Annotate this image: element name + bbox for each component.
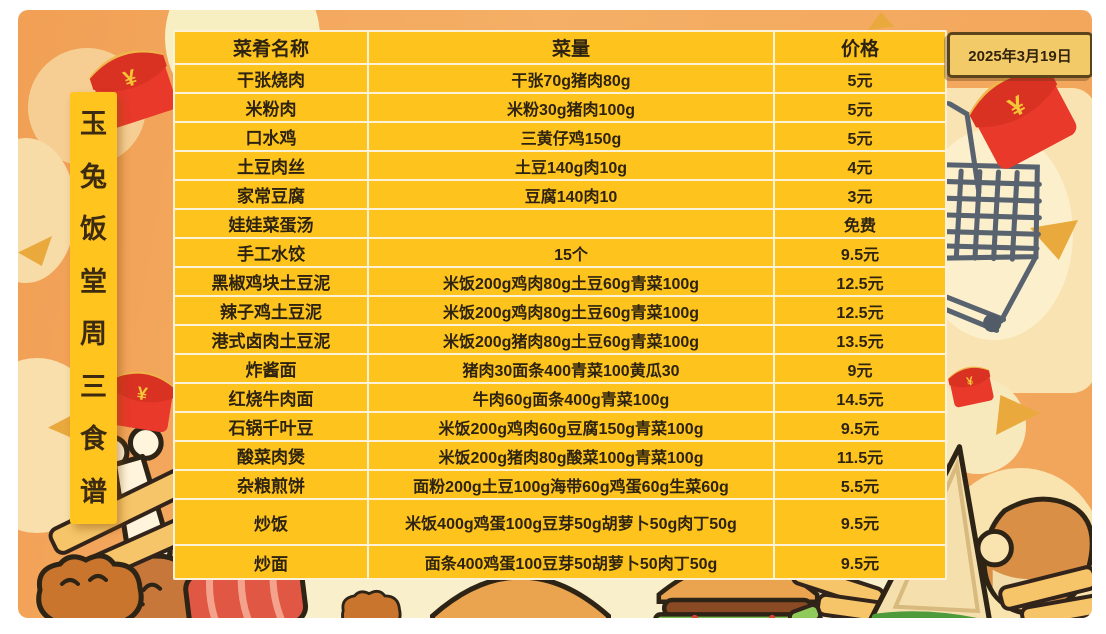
fried-chicken-icon (36, 553, 144, 618)
dish-price: 9.5元 (775, 500, 945, 544)
dish-portion: 猪肉30面条400青菜100黄瓜30 (369, 355, 773, 382)
dish-portion: 15个 (369, 239, 773, 266)
dish-name: 炒面 (175, 546, 367, 578)
dish-name: 土豆肉丝 (175, 152, 367, 179)
dish-name: 石锅千叶豆 (175, 413, 367, 440)
dish-portion: 豆腐140肉10 (369, 181, 773, 208)
column-header-name: 菜肴名称 (175, 32, 367, 63)
menu-table: 菜肴名称 菜量 价格 干张烧肉 干张70g猪肉80g 5元 米粉肉 米粉30g猪… (173, 30, 947, 580)
vertical-title-banner: 玉兔饭堂周三食谱 (70, 92, 117, 524)
dish-portion: 米饭200g鸡肉60g豆腐150g青菜100g (369, 413, 773, 440)
poster-canvas: ¥ (18, 10, 1092, 618)
dish-name: 口水鸡 (175, 123, 367, 150)
dish-price: 免费 (775, 210, 945, 237)
dish-portion: 米饭200g猪肉80g酸菜100g青菜100g (369, 442, 773, 469)
dish-price: 12.5元 (775, 268, 945, 295)
dish-portion: 牛肉60g面条400g青菜100g (369, 384, 773, 411)
vertical-title-text: 玉兔饭堂周三食谱 (80, 109, 107, 507)
dish-portion: 三黄仔鸡150g (369, 123, 773, 150)
dish-price: 14.5元 (775, 384, 945, 411)
dish-portion (369, 210, 773, 237)
date-text: 2025年3月19日 (968, 47, 1072, 65)
dish-portion: 米饭200g鸡肉80g土豆60g青菜100g (369, 268, 773, 295)
gold-triangle-icon (868, 12, 894, 30)
dish-price: 5元 (775, 94, 945, 121)
dish-name: 干张烧肉 (175, 65, 367, 92)
column-header-portion: 菜量 (369, 32, 773, 63)
dish-name: 米粉肉 (175, 94, 367, 121)
dish-price: 4元 (775, 152, 945, 179)
dish-name: 炒饭 (175, 500, 367, 544)
dish-price: 12.5元 (775, 297, 945, 324)
date-badge: 2025年3月19日 (947, 32, 1092, 78)
dish-name: 港式卤肉土豆泥 (175, 326, 367, 353)
dish-price: 9.5元 (775, 239, 945, 266)
dish-name: 家常豆腐 (175, 181, 367, 208)
dish-portion: 面条400鸡蛋100豆芽50胡萝卜50肉丁50g (369, 546, 773, 578)
dish-price: 11.5元 (775, 442, 945, 469)
dish-portion: 米饭200g鸡肉80g土豆60g青菜100g (369, 297, 773, 324)
dish-name: 炸酱面 (175, 355, 367, 382)
dish-portion: 面粉200g土豆100g海带60g鸡蛋60g生菜60g (369, 471, 773, 498)
dish-name: 手工水饺 (175, 239, 367, 266)
dish-name: 黑椒鸡块土豆泥 (175, 268, 367, 295)
dish-portion: 米饭400g鸡蛋100g豆芽50g胡萝卜50g肉丁50g (369, 500, 773, 544)
dish-name: 红烧牛肉面 (175, 384, 367, 411)
dish-portion: 米粉30g猪肉100g (369, 94, 773, 121)
fries-icon (998, 565, 1092, 618)
dish-price: 9.5元 (775, 546, 945, 578)
dish-price: 5元 (775, 65, 945, 92)
column-header-price: 价格 (775, 32, 945, 63)
dish-price: 9元 (775, 355, 945, 382)
dish-price: 3元 (775, 181, 945, 208)
dish-name: 娃娃菜蛋汤 (175, 210, 367, 237)
dish-name: 杂粮煎饼 (175, 471, 367, 498)
dish-price: 5.5元 (775, 471, 945, 498)
dish-name: 酸菜肉煲 (175, 442, 367, 469)
dish-portion: 干张70g猪肉80g (369, 65, 773, 92)
dish-portion: 米饭200g猪肉80g土豆60g青菜100g (369, 326, 773, 353)
dish-price: 13.5元 (775, 326, 945, 353)
dish-name: 辣子鸡土豆泥 (175, 297, 367, 324)
dish-portion: 土豆140g肉10g (369, 152, 773, 179)
fried-chicken-icon (341, 589, 402, 618)
dish-price: 5元 (775, 123, 945, 150)
dish-price: 9.5元 (775, 413, 945, 440)
